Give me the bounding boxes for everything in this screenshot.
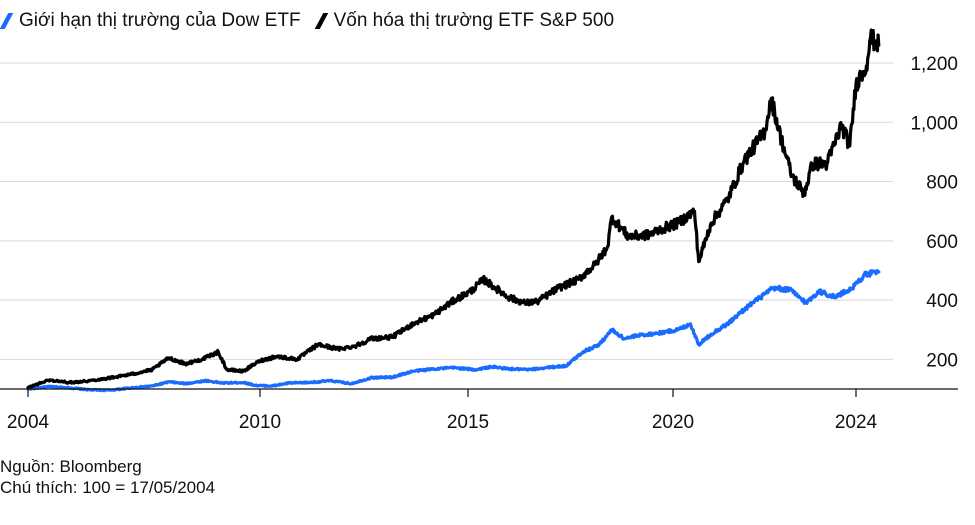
series-line-sp500-etf — [26, 28, 881, 390]
chart-footer: Nguồn: Bloomberg Chú thích: 100 = 17/05/… — [0, 456, 215, 498]
y-axis-ticks: 200 400 600 800 1,000 1,200 — [910, 54, 958, 371]
x-tick-label: 2010 — [239, 412, 281, 433]
legend-label-sp500: Vốn hóa thị trường ETF S&P 500 — [333, 10, 615, 31]
baseline-note: Chú thích: 100 = 17/05/2004 — [0, 478, 216, 497]
y-tick-label: 800 — [926, 173, 958, 194]
y-tick-label: 600 — [926, 232, 958, 253]
x-tick-label: 2004 — [7, 412, 50, 433]
legend-item-dow: Giới hạn thị trường của Dow ETF — [0, 9, 301, 33]
y-tick-label: 200 — [926, 350, 958, 371]
x-tick-label: 2015 — [447, 412, 489, 433]
line-chart: 2004 2010 2015 2020 2024 200 400 600 800 1,000 1,… — [0, 28, 958, 433]
y-tick-label: 1,200 — [910, 54, 958, 75]
series-line-dow-etf — [26, 269, 881, 393]
legend-label-dow: Giới hạn thị trường của Dow ETF — [19, 10, 301, 31]
y-tick-label: 400 — [926, 291, 958, 312]
chart-legend: Giới hạn thị trường của Dow ETF Vốn hóa … — [0, 9, 628, 33]
source-note: Nguồn: Bloomberg — [0, 457, 142, 476]
chart-series — [26, 28, 881, 393]
x-tick-label: 2020 — [652, 412, 694, 433]
x-axis-ticks: 2004 2010 2015 2020 2024 — [7, 389, 878, 433]
x-tick-label: 2024 — [835, 412, 878, 433]
gridlines — [0, 62, 893, 360]
legend-item-sp500: Vốn hóa thị trường ETF S&P 500 — [314, 9, 615, 33]
y-tick-label: 1,000 — [910, 113, 958, 134]
